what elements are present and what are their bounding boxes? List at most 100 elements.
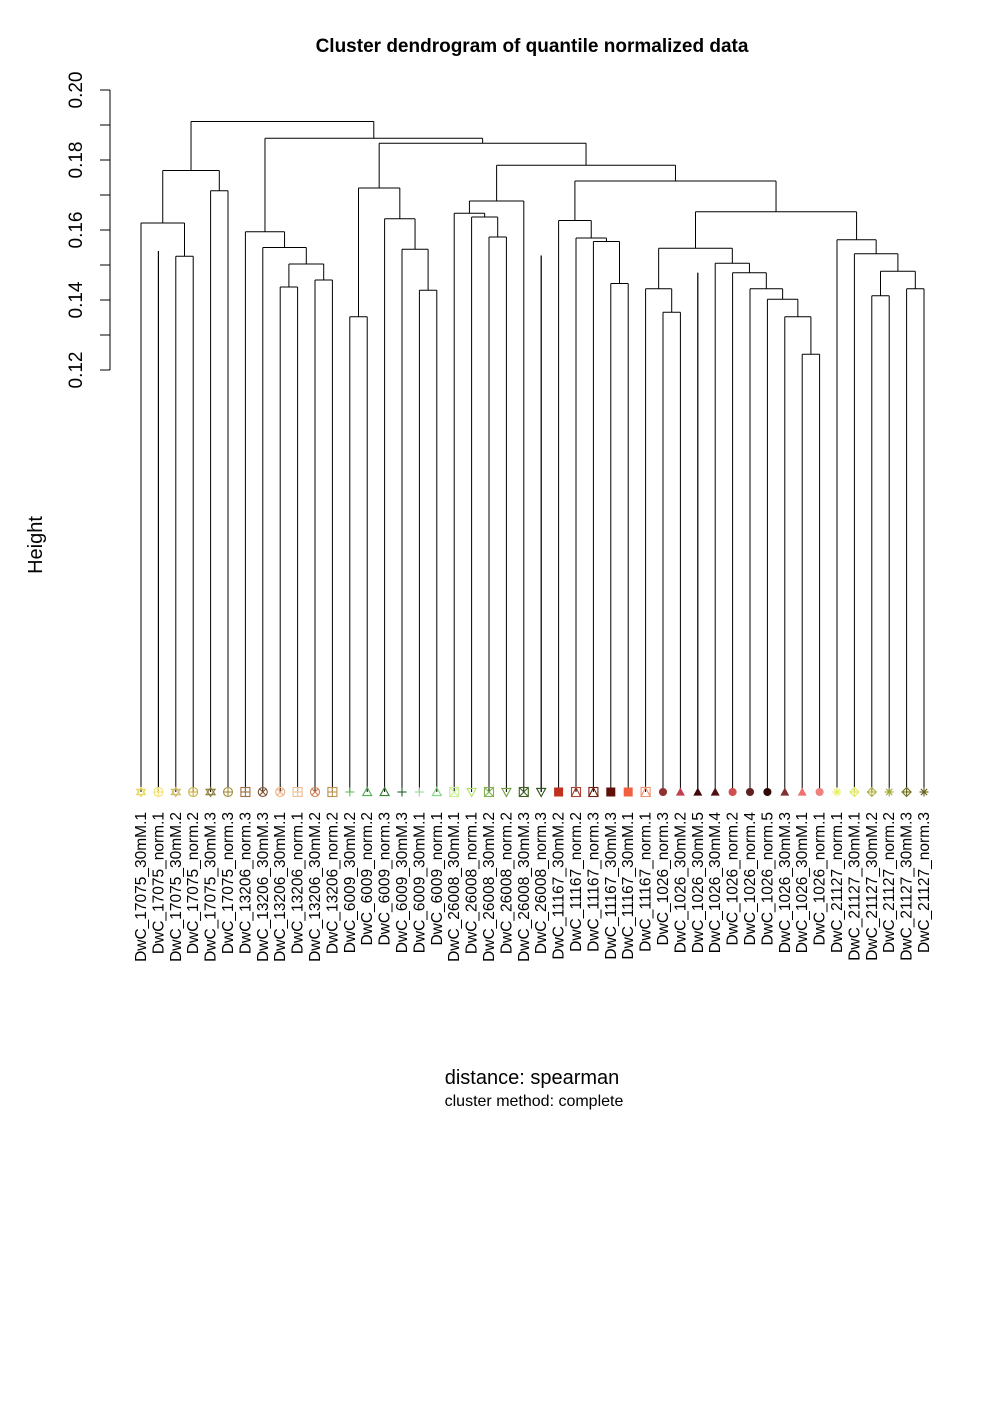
leaf-marker xyxy=(570,786,582,798)
leaf-label: DwC_6009_norm.3 xyxy=(377,812,394,946)
leaf-label: DwC_6009_30mM.3 xyxy=(394,812,411,953)
leaf-label: DwC_6009_30mM.1 xyxy=(411,812,428,953)
leaf-marker xyxy=(275,786,286,798)
y-tick-label: 0.20 xyxy=(66,72,87,109)
leaf-label: DwC_21127_norm.1 xyxy=(829,812,846,953)
leaf-label: DwC_11167_30mM.1 xyxy=(620,812,637,960)
cluster-method-label: cluster method: complete xyxy=(445,1093,624,1110)
leaf-marker xyxy=(728,787,737,797)
leaf-markers xyxy=(135,786,929,798)
leaf-label: DwC_17075_30mM.2 xyxy=(168,812,185,962)
leaf-marker xyxy=(797,787,807,796)
leaf-marker xyxy=(658,787,668,797)
leaf-label: DwC_11167_norm.2 xyxy=(568,812,585,952)
y-axis: 0.12 0.14 0.16 0.18 0.20 xyxy=(66,72,111,389)
leaf-label: DwC_1026_norm.4 xyxy=(742,812,759,946)
leaf-label: DwC_17075_norm.3 xyxy=(220,812,237,954)
leaf-label: DwC_6009_norm.2 xyxy=(359,812,376,946)
leaf-marker xyxy=(257,786,268,798)
leaf-marker xyxy=(292,786,303,798)
leaf-marker xyxy=(379,786,391,797)
leaf-label: DwC_1026_norm.1 xyxy=(812,812,829,946)
leaf-label: DwC_26008_30mM.1 xyxy=(446,812,463,962)
leaf-marker xyxy=(606,787,616,797)
y-tick-label: 0.18 xyxy=(66,142,87,179)
leaf-marker xyxy=(832,787,842,797)
leaf-label: DwC_13206_30mM.1 xyxy=(272,812,289,962)
leaf-label: DwC_17075_norm.2 xyxy=(185,812,202,954)
leaf-label: DwC_1026_norm.3 xyxy=(655,812,672,946)
leaf-marker xyxy=(518,786,529,798)
leaf-marker xyxy=(745,787,755,797)
leaf-marker xyxy=(466,787,478,798)
leaf-marker xyxy=(345,787,355,797)
x-axis-label: distance: spearman xyxy=(445,1067,620,1089)
leaf-label: DwC_21127_30mM.3 xyxy=(899,812,916,961)
leaf-marker xyxy=(901,786,912,798)
y-axis-label: Height xyxy=(25,516,47,574)
leaf-label: DwC_26008_norm.3 xyxy=(533,812,550,954)
leaf-marker xyxy=(780,787,790,796)
leaf-marker xyxy=(535,787,547,798)
leaf-marker xyxy=(763,787,772,797)
y-tick-label: 0.16 xyxy=(66,212,87,249)
leaf-label: DwC_11167_30mM.2 xyxy=(551,812,568,960)
leaf-label: DwC_11167_norm.1 xyxy=(638,812,655,952)
leaf-label: DwC_21127_norm.2 xyxy=(881,812,898,953)
leaf-label: DwC_21127_norm.3 xyxy=(916,812,933,953)
leaf-marker xyxy=(554,787,564,797)
leaf-label: DwC_1026_30mM.4 xyxy=(707,812,724,954)
leaf-label: DwC_26008_norm.1 xyxy=(464,812,481,954)
leaf-marker xyxy=(640,786,651,798)
leaf-marker xyxy=(675,787,685,796)
leaf-marker xyxy=(327,786,338,798)
leaf-marker xyxy=(919,787,929,797)
leaf-label: DwC_1026_norm.2 xyxy=(725,812,742,946)
leaf-marker xyxy=(500,787,512,798)
leaf-marker xyxy=(240,786,251,798)
leaf-label: DwC_1026_30mM.2 xyxy=(672,812,689,953)
leaf-label: DwC_6009_norm.1 xyxy=(429,812,446,946)
leaf-marker xyxy=(815,787,824,797)
leaf-marker xyxy=(449,786,460,798)
leaf-label: DwC_13206_norm.1 xyxy=(290,812,307,954)
leaf-marker xyxy=(884,787,894,797)
leaf-marker xyxy=(222,786,234,798)
leaf-marker xyxy=(170,786,182,798)
leaf-label: DwC_17075_30mM.1 xyxy=(133,812,150,962)
y-tick-label: 0.14 xyxy=(66,281,87,318)
leaf-label: DwC_11167_norm.3 xyxy=(585,812,602,952)
leaf-label: DwC_13206_norm.3 xyxy=(237,812,254,954)
leaf-label: DwC_1026_30mM.3 xyxy=(777,812,794,953)
leaf-label: DwC_21127_30mM.2 xyxy=(864,812,881,961)
leaf-marker xyxy=(397,787,407,797)
leaf-label: DwC_13206_norm.2 xyxy=(324,812,341,954)
leaf-marker xyxy=(849,786,860,798)
dendrogram-tree xyxy=(140,121,925,792)
leaf-label: DwC_6009_30mM.2 xyxy=(342,812,359,953)
leaf-marker xyxy=(588,786,599,798)
leaf-label: DwC_13206_30mM.3 xyxy=(255,812,272,962)
leaf-label: DwC_26008_norm.2 xyxy=(498,812,515,954)
leaf-label: DwC_1026_30mM.5 xyxy=(690,812,707,953)
leaf-marker xyxy=(309,786,321,798)
leaf-marker xyxy=(710,787,720,796)
chart-title: Cluster dendrogram of quantile normalize… xyxy=(316,36,749,57)
leaf-marker xyxy=(361,786,373,797)
leaf-marker xyxy=(188,786,199,798)
leaf-label: DwC_26008_30mM.2 xyxy=(481,812,498,962)
y-tick-label: 0.12 xyxy=(66,352,87,389)
leaf-labels: DwC_17075_30mM.1 DwC_17075_norm.1 DwC_1707… xyxy=(133,812,933,962)
leaf-label: DwC_21127_30mM.1 xyxy=(846,812,863,961)
leaf-label: DwC_17075_30mM.3 xyxy=(203,812,220,962)
leaf-marker xyxy=(135,786,147,798)
leaf-label: DwC_26008_30mM.3 xyxy=(516,812,533,962)
leaf-marker xyxy=(866,786,878,798)
leaf-marker xyxy=(205,786,217,798)
leaf-marker xyxy=(693,787,703,796)
leaf-label: DwC_17075_norm.1 xyxy=(150,812,167,954)
leaf-label: DwC_1026_30mM.1 xyxy=(794,812,811,953)
leaf-marker xyxy=(431,786,443,797)
leaf-marker xyxy=(153,786,164,798)
